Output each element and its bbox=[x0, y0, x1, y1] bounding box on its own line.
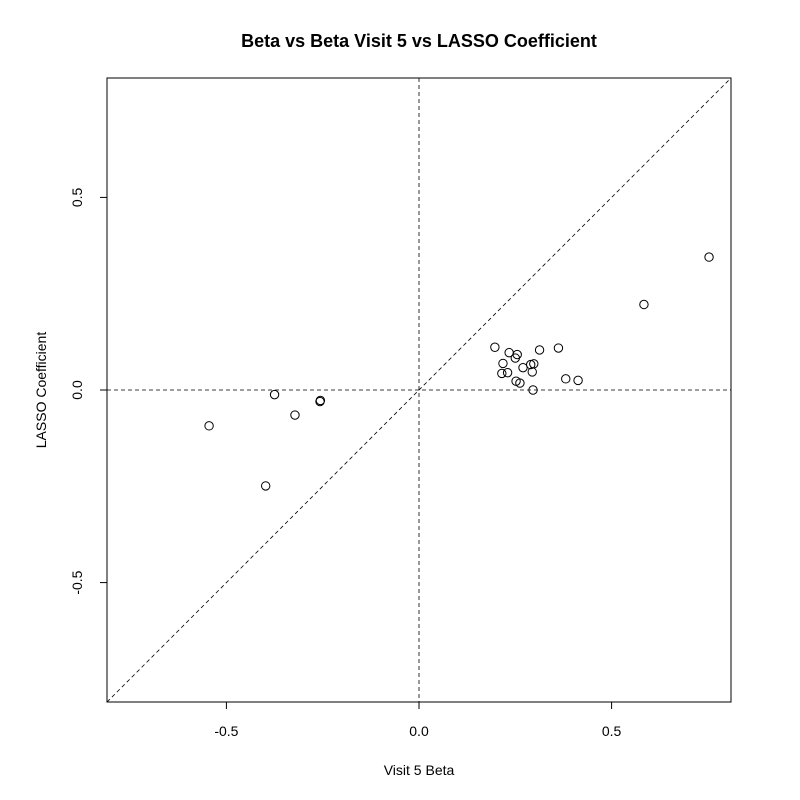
x-axis-label: Visit 5 Beta bbox=[384, 762, 455, 778]
data-point bbox=[529, 359, 539, 369]
data-point bbox=[534, 345, 545, 355]
y-tick-label: 0.5 bbox=[69, 187, 85, 207]
x-tick-label: 0.5 bbox=[602, 723, 622, 739]
data-point bbox=[528, 385, 538, 395]
y-tick-label: -0.5 bbox=[69, 570, 85, 594]
y-axis-label: LASSO Coefficient bbox=[33, 332, 49, 449]
data-point bbox=[518, 362, 528, 373]
data-point bbox=[502, 367, 513, 378]
data-point bbox=[290, 410, 300, 420]
data-point bbox=[573, 375, 583, 386]
data-point bbox=[553, 343, 564, 353]
y-axis: -0.5 0.0 0.5 bbox=[69, 187, 108, 595]
chart-title: Beta vs Beta Visit 5 vs LASSO Coefficien… bbox=[241, 31, 597, 51]
data-point bbox=[269, 389, 280, 400]
data-point bbox=[315, 395, 326, 406]
reference-lines bbox=[106, 77, 732, 703]
data-point bbox=[704, 252, 714, 262]
data-point bbox=[490, 342, 500, 352]
data-point bbox=[497, 368, 507, 379]
x-tick-label: -0.5 bbox=[214, 723, 238, 739]
data-point bbox=[204, 421, 214, 431]
x-tick-label: 0.0 bbox=[409, 723, 429, 739]
y-tick-label: 0.0 bbox=[69, 380, 85, 400]
data-point bbox=[561, 374, 571, 384]
x-axis: -0.5 0.0 0.5 bbox=[214, 701, 622, 739]
data-point bbox=[515, 378, 525, 388]
data-point bbox=[260, 481, 271, 491]
data-point bbox=[498, 358, 508, 369]
data-point bbox=[639, 299, 649, 310]
data-points bbox=[204, 252, 714, 491]
data-point bbox=[512, 349, 522, 360]
